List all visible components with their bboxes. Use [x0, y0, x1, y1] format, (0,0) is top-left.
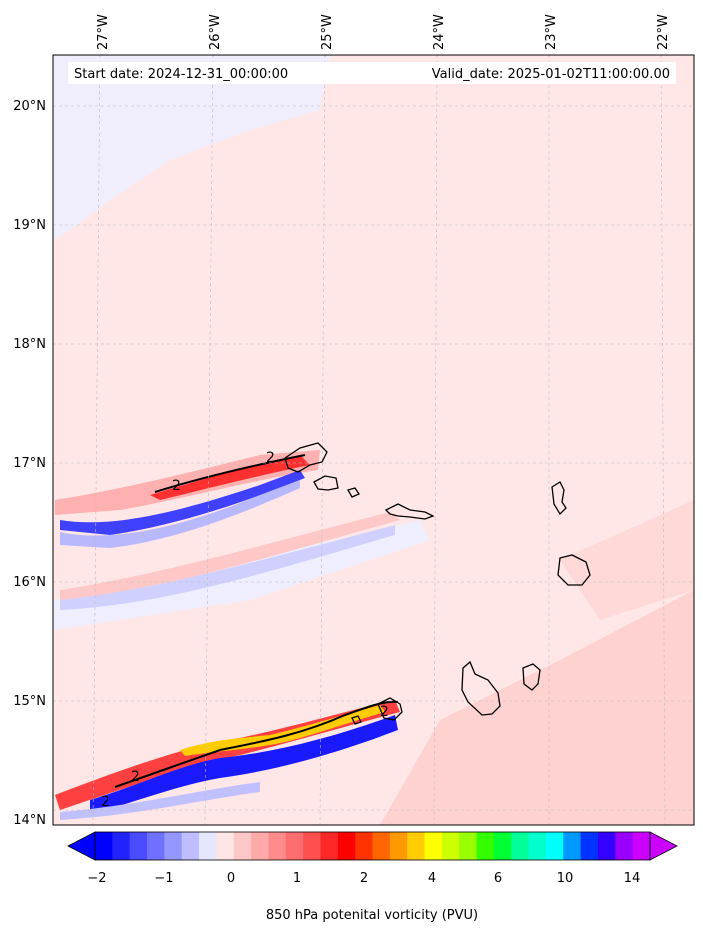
colorbar-cell — [407, 832, 426, 860]
colorbar-cell — [597, 832, 616, 860]
pv-streak-north-core — [150, 455, 310, 500]
map-frame — [52, 54, 695, 826]
colorbar-cell — [632, 832, 651, 860]
island-boa-vista — [557, 554, 591, 586]
pv-streak-north-blue — [60, 470, 305, 535]
pv-field: 2 2 2 2 2 — [53, 55, 694, 825]
colorbar-cell — [216, 832, 235, 860]
contour-label: 2 — [172, 478, 181, 494]
colorbar-cell — [476, 832, 495, 860]
lon-label: 24°W — [432, 14, 447, 50]
colorbar-cell — [268, 832, 287, 860]
colorbar-cell — [337, 832, 356, 860]
lon-label: 25°W — [320, 14, 335, 50]
colorbar-cell — [355, 832, 373, 860]
pv-contour-south — [114, 700, 399, 788]
colorbar-ticks: −2 −1 0 1 2 4 6 10 14 — [87, 871, 640, 886]
colorbar-tick-label: −2 — [87, 871, 106, 886]
colorbar-cell — [580, 832, 599, 860]
island-sao-vicente — [313, 475, 339, 491]
high-pv-region-east — [560, 500, 694, 620]
lat-label: 15°N — [13, 694, 46, 709]
high-pv-region-south — [380, 590, 694, 825]
lon-label: 22°W — [656, 14, 671, 50]
contour-label: 2 — [266, 450, 275, 466]
colorbar-cell — [129, 832, 148, 860]
start-date-label: Start date: 2024-12-31_00:00:00 — [74, 67, 288, 82]
valid-date-label: Valid_date: 2025-01-02T11:00:00.00 — [432, 67, 670, 82]
colorbar-title: 850 hPa potenital vorticity (PVU) — [266, 908, 478, 923]
colorbar-cell — [511, 832, 530, 860]
colorbar-cell — [563, 832, 582, 860]
colorbar-cell — [545, 832, 564, 860]
island-santiago — [461, 660, 501, 716]
pv-streak-south-blue-halo — [60, 782, 260, 820]
island-santa-luzia — [347, 487, 360, 498]
colorbar-tick-label: 14 — [624, 871, 641, 886]
colorbar-tick-label: 6 — [494, 871, 502, 886]
lat-label: 14°N — [13, 813, 46, 828]
pv-streak-south-blue — [90, 715, 398, 815]
pv-streak-mid-red — [60, 512, 400, 600]
pv-contour-north — [154, 454, 306, 493]
island-santo-antao — [284, 442, 328, 473]
low-pv-region-north — [53, 55, 330, 240]
coastlines — [284, 442, 591, 725]
colorbar-cell — [615, 832, 634, 860]
colorbar-tick-label: 2 — [360, 871, 368, 886]
colorbar-frame — [94, 831, 651, 861]
lat-label: 18°N — [13, 337, 46, 352]
colorbar-cell — [112, 832, 131, 860]
colorbar-cell — [251, 832, 269, 860]
contour-label: 2 — [380, 704, 389, 720]
colorbar-cell — [164, 832, 183, 860]
colorbar-cell — [372, 832, 391, 860]
graticule — [53, 55, 694, 825]
pv-streak-mid-blue — [60, 525, 395, 610]
island-sal — [551, 481, 567, 516]
colorbar-cells — [95, 832, 651, 860]
island-maio — [522, 663, 541, 691]
lon-label: 26°W — [208, 14, 223, 50]
contour-label: 2 — [101, 794, 110, 810]
colorbar-tick-label: −1 — [154, 871, 173, 886]
colorbar-cell — [320, 832, 339, 860]
colorbar-tick-label: 0 — [227, 871, 235, 886]
lon-labels: 27°W 26°W 25°W 24°W 23°W 22°W — [96, 14, 671, 50]
colorbar-cell — [303, 832, 321, 860]
lon-label: 23°W — [544, 14, 559, 50]
contour-label: 2 — [131, 769, 140, 785]
lat-label: 17°N — [13, 456, 46, 471]
colorbar-cell — [181, 832, 200, 860]
colorbar-tick-label: 4 — [428, 871, 436, 886]
island-brava — [351, 715, 362, 725]
colorbar-cell — [389, 832, 408, 860]
lat-label: 20°N — [13, 99, 46, 114]
colorbar-cell — [528, 832, 547, 860]
lon-label: 27°W — [96, 14, 111, 50]
island-sao-nicolau — [384, 503, 435, 520]
island-fogo — [377, 697, 403, 721]
colorbar-cell — [285, 832, 304, 860]
colorbar: −2 −1 0 1 2 4 6 10 14 850 hPa potenital … — [67, 831, 678, 923]
pv-streak-south-yellow — [180, 705, 385, 756]
colorbar-cell — [493, 832, 512, 860]
colorbar-cell — [233, 832, 252, 860]
header-box — [68, 62, 676, 84]
colorbar-cell — [441, 832, 460, 860]
lat-label: 19°N — [13, 218, 46, 233]
colorbar-right-extend — [649, 831, 678, 861]
colorbar-tick-label: 10 — [557, 871, 574, 886]
colorbar-tick-label: 1 — [293, 871, 301, 886]
colorbar-cell — [459, 832, 478, 860]
colorbar-cell — [147, 832, 165, 860]
colorbar-cell — [199, 832, 217, 860]
pv-streak-north-blue-halo — [60, 480, 300, 548]
colorbar-left-extend — [67, 831, 96, 861]
colorbar-cell — [95, 832, 113, 860]
lat-label: 16°N — [13, 575, 46, 590]
colorbar-cell — [424, 832, 443, 860]
lat-labels: 20°N 19°N 18°N 17°N 16°N 15°N 14°N — [13, 99, 46, 828]
